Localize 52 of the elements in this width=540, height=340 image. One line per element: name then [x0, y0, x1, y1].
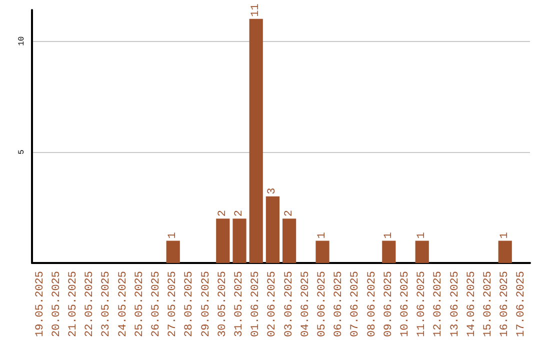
data-label: 1	[382, 232, 395, 239]
data-label: 1	[167, 232, 180, 239]
data-label: 1	[499, 232, 512, 239]
data-label: 1	[316, 232, 328, 239]
x-tick-label: 05.06.2025	[316, 270, 328, 338]
x-tick-label: 24.05.2025	[117, 270, 130, 338]
x-tick-label: 29.05.2025	[200, 270, 212, 338]
bar	[216, 218, 230, 263]
x-tick-label: 23.05.2025	[100, 270, 113, 338]
x-tick-label: 28.05.2025	[184, 270, 196, 338]
x-tick-label: 31.05.2025	[234, 270, 246, 338]
bar	[316, 240, 330, 263]
bar	[249, 18, 263, 263]
x-tick-label: 30.05.2025	[216, 270, 229, 338]
x-tick-label: 09.06.2025	[382, 270, 395, 338]
data-label: 3	[266, 188, 279, 194]
x-tick-label: 13.06.2025	[449, 270, 462, 338]
x-tick-label: 07.06.2025	[350, 270, 362, 338]
x-tick-label: 22.05.2025	[84, 270, 96, 338]
data-label: 1	[416, 232, 428, 239]
data-label: 11	[250, 3, 262, 17]
x-tick-label: 06.06.2025	[333, 270, 346, 338]
x-tick-label: 26.05.2025	[150, 270, 162, 338]
x-tick-label: 02.06.2025	[266, 270, 279, 338]
y-tick-label: 5	[18, 149, 26, 154]
x-tick-label: 10.06.2025	[400, 270, 412, 338]
x-tick-label: 21.05.2025	[68, 270, 80, 338]
x-tick-label: 19.05.2025	[34, 270, 46, 338]
x-tick-label: 04.06.2025	[300, 270, 312, 338]
x-tick-label: 12.06.2025	[432, 270, 445, 338]
data-label: 2	[283, 210, 296, 217]
bar	[266, 196, 280, 263]
x-tick-label: 25.05.2025	[134, 270, 146, 338]
data-label: 2	[216, 210, 229, 217]
data-label: 2	[234, 210, 246, 217]
x-tick-label: 27.05.2025	[167, 270, 180, 338]
bar	[415, 240, 429, 263]
bar	[282, 218, 296, 263]
bar	[232, 218, 246, 263]
x-tick-label: 01.06.2025	[250, 270, 262, 338]
bar	[498, 240, 512, 263]
bar	[382, 240, 396, 263]
y-tick-label: 10	[18, 36, 26, 46]
x-tick-label: 14.06.2025	[466, 270, 478, 338]
x-tick-label: 17.06.2025	[516, 270, 528, 338]
x-tick-label: 11.06.2025	[416, 270, 428, 338]
x-tick-label: 20.05.2025	[50, 270, 63, 338]
x-tick-label: 16.06.2025	[499, 270, 512, 338]
x-tick-label: 15.06.2025	[482, 270, 494, 338]
bar	[166, 240, 180, 263]
x-tick-label: 08.06.2025	[366, 270, 378, 338]
x-tick-label: 03.06.2025	[283, 270, 296, 338]
